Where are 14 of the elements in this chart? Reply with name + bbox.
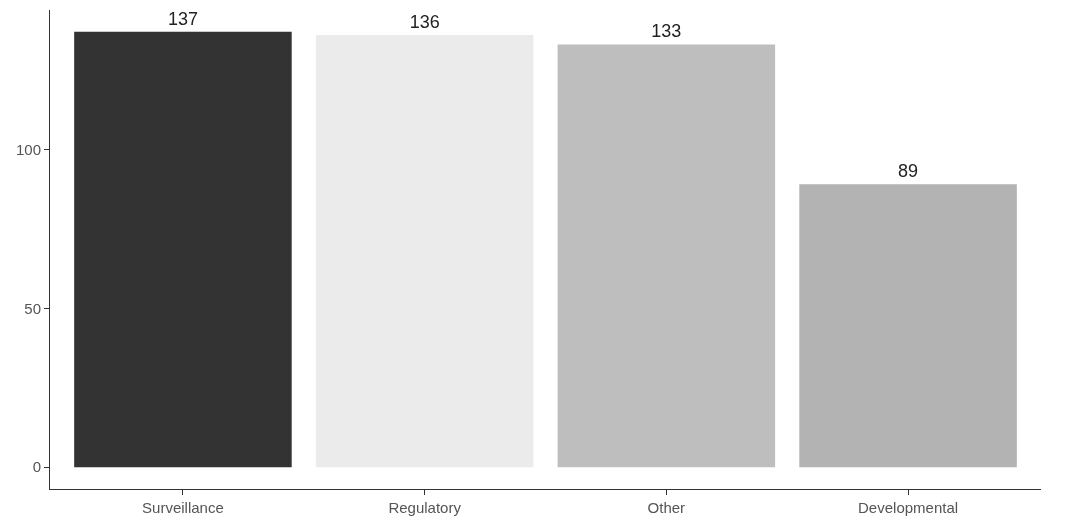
y-tick-label: 50	[24, 299, 41, 317]
y-tick-label: 100	[15, 140, 41, 158]
data-label: 136	[409, 11, 440, 32]
bar	[557, 44, 776, 468]
x-tick-label: Regulatory	[388, 499, 462, 516]
x-tick-label: Other	[647, 499, 686, 516]
data-label: 89	[898, 161, 919, 182]
y-tick-label: 0	[32, 458, 41, 476]
bar	[74, 31, 292, 468]
data-label: 133	[651, 21, 682, 42]
bar	[799, 184, 1017, 468]
x-tick-label: Developmental	[858, 499, 959, 516]
x-tick-label: Surveillance	[142, 499, 224, 516]
data-label: 137	[167, 8, 198, 29]
